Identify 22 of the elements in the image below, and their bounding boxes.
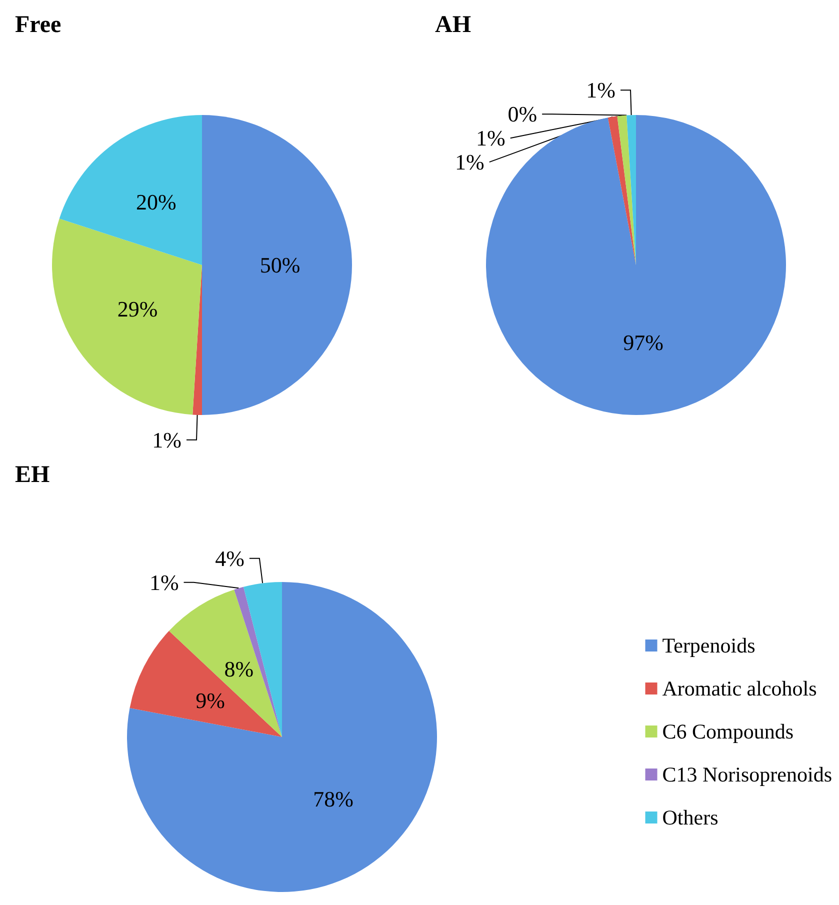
legend-label: Terpenoids (662, 634, 756, 658)
legend-label: Others (662, 806, 718, 830)
data-label: 1% (455, 150, 484, 175)
data-label: 1% (152, 427, 182, 452)
data-label: 20% (136, 189, 176, 214)
text: 0% (508, 102, 538, 127)
data-label: 78% (313, 786, 354, 812)
data-label: 50% (260, 252, 300, 278)
legend-label: C13 Norisoprenoids (662, 762, 832, 786)
data-label: 29% (117, 296, 158, 322)
chart-title: EH (15, 462, 50, 488)
data-label: 8% (224, 656, 254, 682)
data-label: 1% (476, 126, 506, 151)
data-label: 9% (196, 688, 225, 713)
data-label: 1% (149, 570, 179, 595)
data-label: 4% (215, 546, 244, 571)
data-label: 97% (623, 330, 664, 356)
legend-label: C6 Compounds (662, 720, 794, 744)
chart-title: AH (435, 12, 472, 38)
chart-title: Free (15, 12, 62, 38)
data-label: 1% (586, 78, 616, 103)
legend-label: Aromatic alcohols (662, 676, 817, 700)
